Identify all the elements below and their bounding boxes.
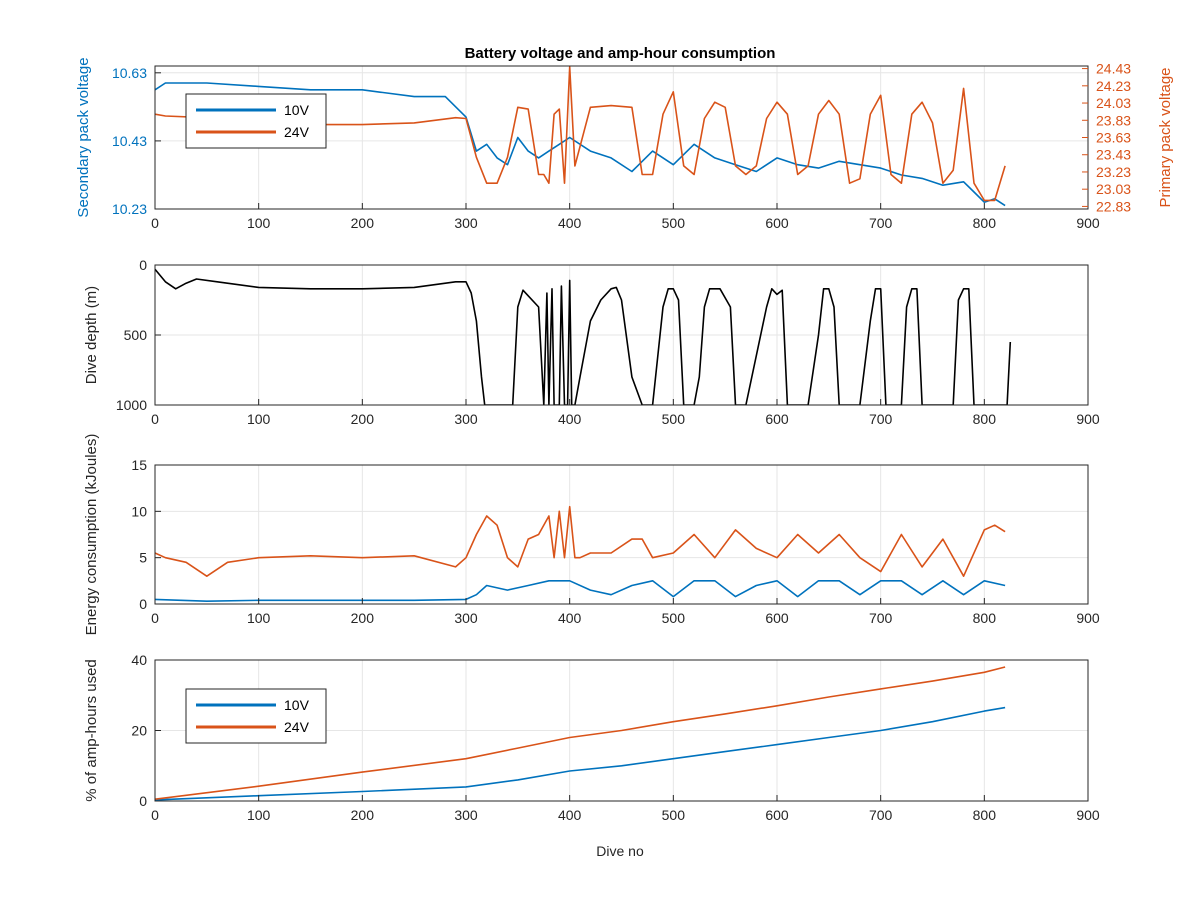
x-tick-label: 300: [454, 610, 478, 626]
legend-label-24v: 24V: [284, 124, 310, 140]
x-tick-label: 500: [662, 610, 686, 626]
y-tick-label: 20: [131, 723, 147, 739]
y-axis-label: Secondary pack voltage: [75, 57, 92, 217]
y-axis-label: Energy consumption (kJoules): [83, 434, 100, 636]
legend-box: [185, 688, 327, 744]
x-tick-label: 600: [765, 610, 789, 626]
chart-panel-1: 0 100 200 300 400 500 600 700 800 900 10.23 10.43 10…: [75, 57, 1174, 231]
x-tick-label: 400: [558, 215, 582, 231]
x-tick-label: 900: [1076, 215, 1100, 231]
series-line-depth-panel-2: [155, 268, 1012, 405]
series-line-10v-panel-1: [155, 82, 1006, 207]
y-right-tick-label: 24.03: [1096, 95, 1131, 111]
chart-panel-2: 0 100 200 300 400 500 600 700 800 900 0 500 1000 Dive…: [83, 257, 1100, 427]
x-tick-label: 600: [765, 215, 789, 231]
legend-box: [185, 93, 327, 149]
legend-label-10v: 10V: [284, 102, 310, 118]
y-right-tick-label: 24.43: [1096, 61, 1131, 77]
x-tick-label: 700: [869, 610, 893, 626]
y-tick-label: 5: [139, 550, 147, 566]
y-right-tick-label: 24.23: [1096, 78, 1131, 94]
x-tick-label: 100: [247, 610, 271, 626]
x-tick-label: 200: [351, 610, 375, 626]
x-tick-label: 100: [247, 807, 271, 823]
x-tick-label: 600: [765, 411, 789, 427]
y-right-tick-label: 23.23: [1096, 164, 1131, 180]
y-tick-label: 40: [131, 652, 147, 668]
x-tick-label: 0: [151, 215, 159, 231]
legend-label-24v: 24V: [284, 719, 310, 735]
x-tick-label: 500: [662, 411, 686, 427]
x-tick-label: 200: [351, 807, 375, 823]
y-right-tick-label: 23.03: [1096, 181, 1131, 197]
y-right-tick-label: 23.43: [1096, 147, 1131, 163]
x-tick-label: 400: [558, 411, 582, 427]
x-tick-label: 700: [869, 411, 893, 427]
chart-panel-4: 0 100 200 300 400 500 600 700 800 900 0 20 40 % of am…: [83, 652, 1100, 823]
x-tick-label: 900: [1076, 411, 1100, 427]
axes-box: [154, 464, 1089, 605]
y-axis-label: % of amp-hours used: [83, 659, 100, 802]
legend-label-10v: 10V: [284, 697, 310, 713]
y-right-tick-label: 23.63: [1096, 130, 1131, 146]
x-tick-label: 700: [869, 807, 893, 823]
series-line-24v-panel-3: [155, 505, 1006, 578]
y-right-axis-label: Primary pack voltage: [1157, 67, 1174, 207]
x-tick-label: 600: [765, 807, 789, 823]
y-right-tick-label: 23.83: [1096, 112, 1131, 128]
y-tick-label: 0: [139, 793, 147, 809]
x-tick-label: 100: [247, 215, 271, 231]
x-tick-label: 100: [247, 411, 271, 427]
x-tick-label: 500: [662, 215, 686, 231]
x-tick-label: 800: [973, 807, 997, 823]
y-tick-label: 15: [131, 457, 147, 473]
y-tick-label: 10: [131, 503, 147, 519]
x-tick-label: 0: [151, 807, 159, 823]
x-tick-label: 400: [558, 807, 582, 823]
y-tick-label: 10.43: [112, 133, 147, 149]
x-tick-label: 800: [973, 411, 997, 427]
x-tick-label: 500: [662, 807, 686, 823]
y-right-tick-label: 22.83: [1096, 198, 1131, 214]
series-line-24v-panel-4: [155, 666, 1006, 800]
x-tick-label: 200: [351, 215, 375, 231]
y-tick-label: 10.23: [112, 201, 147, 217]
y-tick-label: 0: [139, 596, 147, 612]
x-axis-label: Dive no: [596, 843, 644, 859]
x-tick-label: 0: [151, 411, 159, 427]
x-tick-label: 900: [1076, 610, 1100, 626]
x-tick-label: 200: [351, 411, 375, 427]
x-tick-label: 800: [973, 215, 997, 231]
y-tick-label: 10.63: [112, 65, 147, 81]
x-tick-label: 300: [454, 807, 478, 823]
x-tick-label: 0: [151, 610, 159, 626]
chart-panels: 0 100 200 300 400 500 600 700 800 90010.2310.4310…: [75, 57, 1174, 823]
x-tick-label: 300: [454, 411, 478, 427]
series-line-10v-panel-3: [155, 579, 1006, 603]
y-axis-label: Dive depth (m): [83, 286, 100, 384]
chart-panel-3: 0 100 200 300 400 500 600 700 800 900 0 5 10 15 Energy…: [83, 434, 1100, 636]
x-tick-label: 400: [558, 610, 582, 626]
x-tick-label: 300: [454, 215, 478, 231]
y-tick-label: 0: [139, 257, 147, 273]
series-line-24v-panel-1: [155, 66, 1006, 202]
x-tick-label: 700: [869, 215, 893, 231]
x-tick-label: 900: [1076, 807, 1100, 823]
x-tick-label: 800: [973, 610, 997, 626]
series-line-10v-panel-4: [155, 706, 1006, 801]
y-tick-label: 500: [124, 327, 148, 343]
y-tick-label: 1000: [116, 397, 147, 413]
chart-title: Battery voltage and amp-hour consumption: [465, 45, 776, 62]
